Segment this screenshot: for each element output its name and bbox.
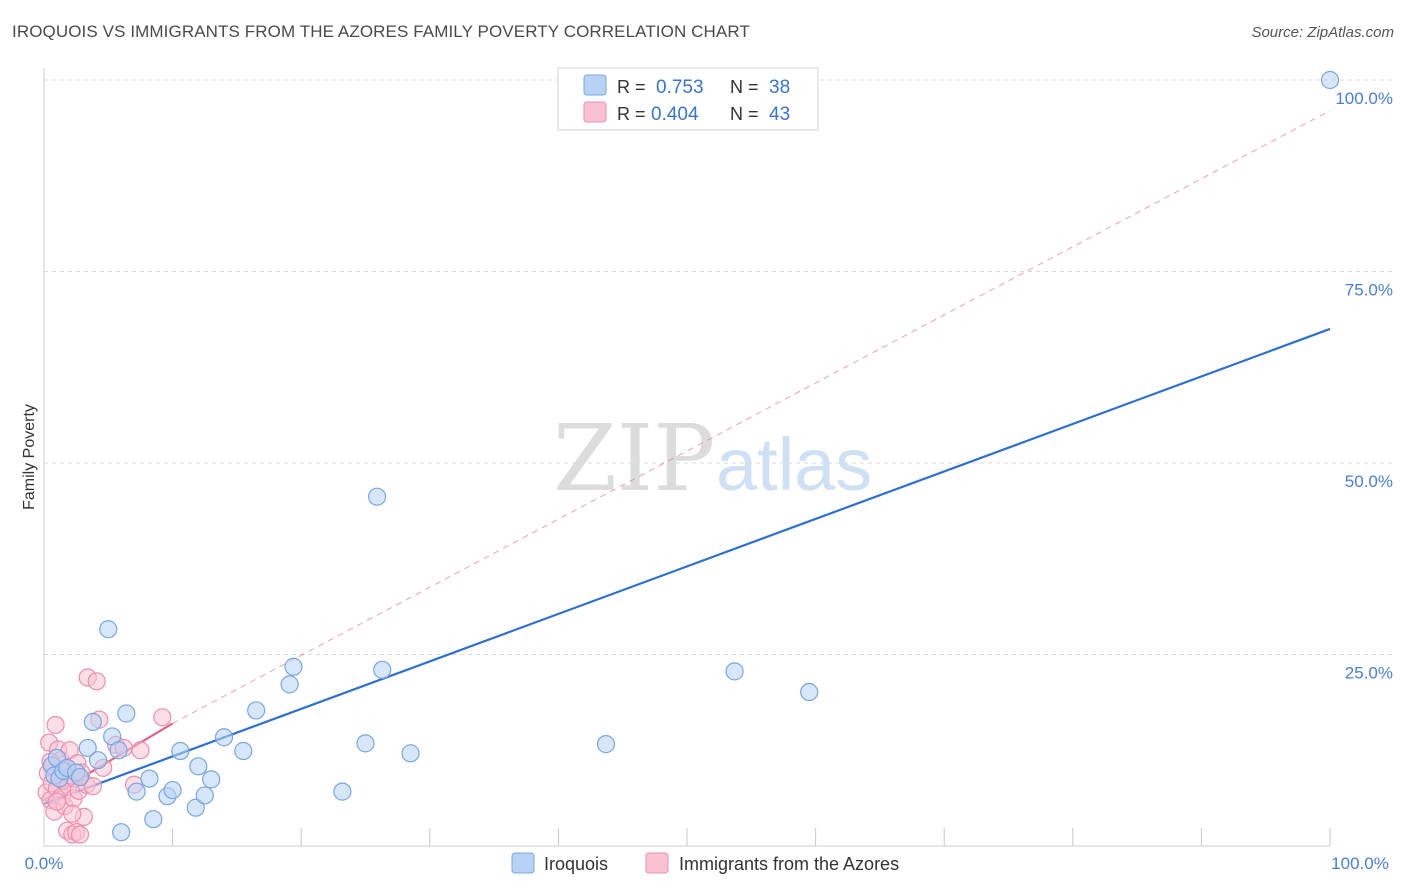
legend-n-value-1: 38	[769, 77, 790, 98]
grid-lines	[44, 79, 1392, 655]
legend-r-value-1: 0.753	[656, 77, 704, 98]
y-tick-labels: 25.0% 50.0% 75.0% 100.0%	[1335, 89, 1393, 683]
y-axis-label: Family Poverty	[21, 404, 38, 510]
iroquois-point-8	[78, 738, 97, 758]
legend-r-label-1: R =	[617, 77, 646, 97]
legend-swatch-azores	[583, 101, 607, 123]
trend-line-azores-dashed	[172, 110, 1331, 724]
iroquois-point-32	[367, 487, 387, 506]
x-tick-label-min: 0.0%	[25, 854, 64, 873]
iroquois-point-39	[112, 823, 131, 842]
iroquois-point-34	[401, 744, 420, 763]
legend-r-label-2: R =	[617, 104, 646, 124]
bottom-legend-swatch-iroquois	[511, 852, 535, 874]
azores-point-26	[70, 825, 90, 844]
iroquois-point-17	[144, 810, 163, 829]
iroquois-point-38	[1320, 70, 1340, 90]
iroquois-point-35	[596, 735, 616, 754]
x-tick-label-max: 100.0%	[1331, 854, 1389, 873]
iroquois-point-20	[171, 741, 190, 761]
iroquois-point-10	[88, 751, 108, 770]
azores-point-40	[47, 792, 66, 811]
iroquois-point-28	[280, 675, 299, 694]
azores-point-42	[83, 777, 102, 796]
source-credit: Source: ZipAtlas.com	[1251, 24, 1394, 41]
bottom-legend-label-iroquois: Iroquois	[544, 854, 608, 874]
iroquois-point-15	[127, 782, 146, 801]
legend-swatch-iroquois	[583, 74, 607, 96]
bottom-legend-swatch-azores	[645, 852, 669, 874]
y-tick-label-25: 25.0%	[1345, 664, 1393, 683]
iroquois-point-7	[70, 767, 90, 787]
legend-n-value-2: 43	[769, 104, 790, 125]
watermark-zip: ZIP	[553, 405, 715, 512]
iroquois-point-13	[109, 741, 128, 760]
iroquois-point-11	[99, 620, 118, 639]
legend-n-label-1: N =	[730, 77, 759, 97]
azores-point-38	[153, 708, 172, 727]
iroquois-point-25	[214, 728, 234, 747]
legend-box: R = 0.753 N = 38 R = 0.404 N = 43	[557, 67, 819, 131]
iroquois-point-22	[189, 757, 208, 776]
watermark: ZIP atlas	[553, 405, 872, 512]
y-tick-label-50: 50.0%	[1345, 472, 1393, 491]
iroquois-point-30	[333, 782, 352, 801]
iroquois-point-31	[356, 734, 375, 753]
series-iroquois-points	[42, 70, 1340, 842]
azores-point-31	[87, 672, 106, 691]
y-tick-label-100: 100.0%	[1335, 89, 1393, 108]
iroquois-point-36	[725, 662, 744, 681]
bottom-legend: Iroquois Immigrants from the Azores	[511, 852, 899, 874]
iroquois-point-9	[83, 712, 102, 732]
x-tick-marks	[172, 828, 1331, 846]
iroquois-point-27	[247, 701, 266, 720]
y-tick-label-75: 75.0%	[1345, 281, 1393, 300]
azores-point-41	[63, 804, 82, 823]
iroquois-point-24	[202, 770, 221, 789]
azores-point-7	[46, 715, 65, 735]
iroquois-point-14	[117, 704, 136, 723]
iroquois-point-16	[140, 769, 159, 788]
iroquois-point-37	[800, 682, 819, 702]
chart-title: IROQUOIS VS IMMIGRANTS FROM THE AZORES F…	[12, 22, 750, 41]
bottom-legend-label-azores: Immigrants from the Azores	[679, 854, 899, 874]
iroquois-point-29	[284, 657, 303, 676]
trend-line-iroquois-solid	[43, 327, 1331, 805]
iroquois-point-19	[163, 780, 182, 800]
legend-r-value-2: 0.404	[651, 104, 699, 125]
azores-point-37	[131, 741, 150, 760]
watermark-atlas: atlas	[716, 423, 872, 506]
iroquois-point-26	[234, 741, 253, 761]
legend-n-label-2: N =	[730, 104, 759, 124]
iroquois-point-23	[195, 786, 214, 805]
iroquois-point-21	[186, 798, 205, 817]
iroquois-point-33	[373, 660, 392, 679]
